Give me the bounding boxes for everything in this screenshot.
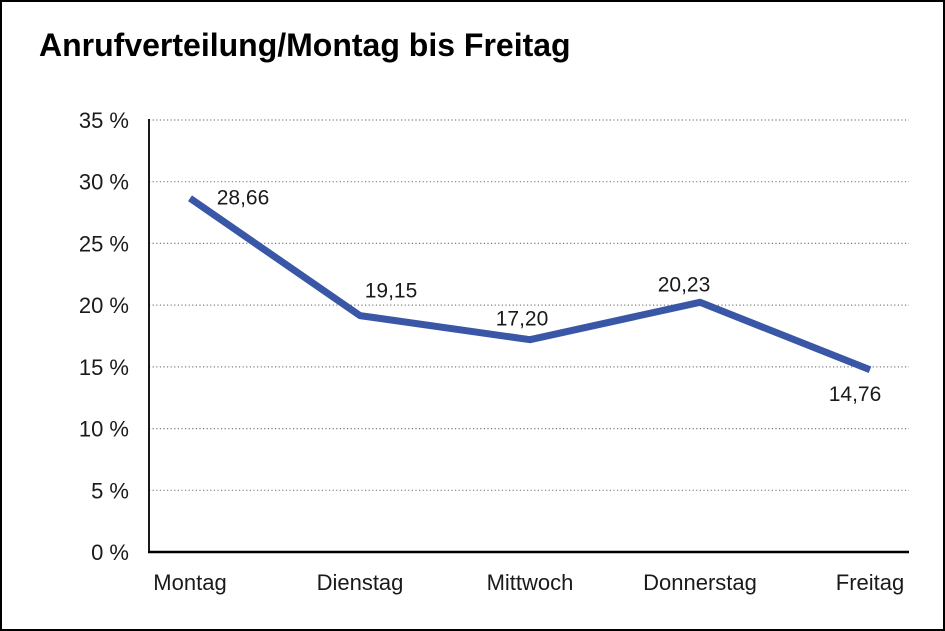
data-line bbox=[188, 195, 872, 374]
y-tick-label: 15 % bbox=[79, 355, 129, 380]
x-category-label: Mittwoch bbox=[487, 570, 574, 595]
y-tick-label: 10 % bbox=[79, 417, 129, 442]
chart-title: Anrufverteilung/Montag bis Freitag bbox=[39, 27, 571, 63]
y-tick-label: 0 % bbox=[91, 540, 129, 565]
x-category-label: Montag bbox=[153, 570, 226, 595]
data-point-label: 20,23 bbox=[658, 273, 711, 296]
y-tick-label: 35 % bbox=[79, 108, 129, 133]
data-point-label: 19,15 bbox=[365, 280, 418, 303]
x-category-label: Freitag bbox=[836, 570, 904, 595]
data-point-label: 28,66 bbox=[217, 186, 270, 209]
data-point-label: 17,20 bbox=[496, 308, 549, 331]
x-category-label: Donnerstag bbox=[643, 570, 757, 595]
y-tick-label: 20 % bbox=[79, 293, 129, 318]
data-point-label: 14,76 bbox=[829, 383, 882, 406]
x-category-label: Dienstag bbox=[317, 570, 404, 595]
y-tick-label: 25 % bbox=[79, 231, 129, 256]
y-tick-label: 5 % bbox=[91, 478, 129, 503]
y-tick-label: 30 % bbox=[79, 170, 129, 195]
